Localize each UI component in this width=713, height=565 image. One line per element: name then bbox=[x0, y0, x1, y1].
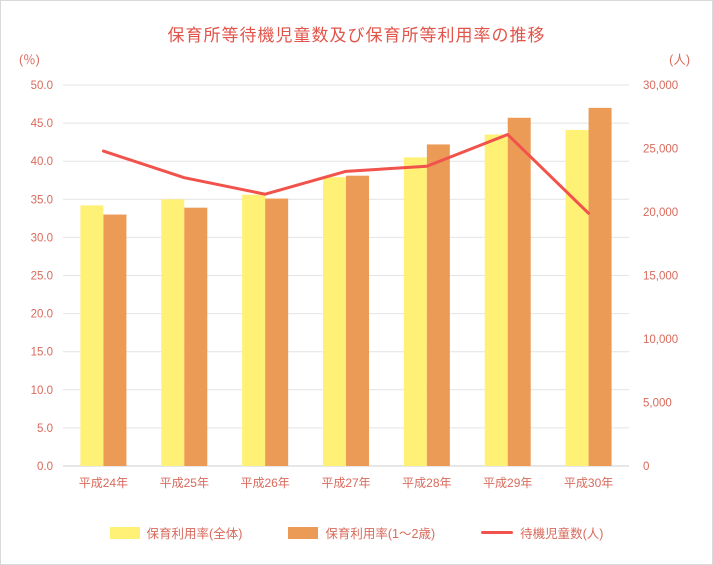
bar bbox=[588, 107, 612, 467]
legend-item-riyoritsu-zentai: 保育利用率(全体) bbox=[109, 523, 243, 542]
legend-label: 保育利用率(全体) bbox=[146, 527, 243, 541]
chart-legend: 保育利用率(全体) 保育利用率(1～2歳) 待機児童数(人) bbox=[1, 523, 712, 542]
svg-text:平成29年: 平成29年 bbox=[483, 476, 532, 490]
svg-text:10,000: 10,000 bbox=[643, 334, 678, 346]
svg-text:30,000: 30,000 bbox=[643, 80, 678, 92]
svg-text:25,000: 25,000 bbox=[643, 144, 678, 156]
svg-text:25.0: 25.0 bbox=[31, 271, 53, 283]
legend-label: 待機児童数(人) bbox=[520, 527, 604, 541]
bar bbox=[184, 207, 208, 466]
right-axis-tick-labels: 0 5,000 10,000 15,000 20,000 25,000 30,000 bbox=[643, 80, 678, 473]
svg-text:10.0: 10.0 bbox=[31, 385, 53, 397]
svg-text:50.0: 50.0 bbox=[31, 80, 53, 92]
category-labels: 平成24年 平成25年 平成26年 平成27年 平成28年 平成29年 平成30年 bbox=[79, 476, 614, 490]
svg-text:15,000: 15,000 bbox=[643, 271, 678, 283]
legend-swatch-red-line bbox=[481, 531, 514, 534]
bar-series-0 bbox=[80, 129, 589, 467]
svg-text:5.0: 5.0 bbox=[37, 423, 53, 435]
legend-label: 保育利用率(1～2歳) bbox=[325, 527, 436, 541]
svg-text:平成28年: 平成28年 bbox=[402, 476, 451, 490]
bar bbox=[323, 177, 346, 466]
bar bbox=[161, 199, 185, 467]
svg-text:40.0: 40.0 bbox=[31, 156, 53, 168]
svg-text:0: 0 bbox=[643, 461, 649, 473]
legend-item-riyoritsu-1-2sai: 保育利用率(1～2歳) bbox=[288, 523, 435, 542]
svg-text:20.0: 20.0 bbox=[31, 309, 53, 321]
svg-text:平成24年: 平成24年 bbox=[79, 476, 128, 490]
bar bbox=[403, 157, 427, 466]
svg-text:15.0: 15.0 bbox=[31, 347, 53, 359]
bar-series-1 bbox=[103, 107, 612, 467]
svg-text:30.0: 30.0 bbox=[31, 232, 53, 244]
left-axis-unit-label: (％) bbox=[19, 53, 40, 67]
bar bbox=[426, 144, 450, 466]
svg-text:0.0: 0.0 bbox=[37, 461, 53, 473]
bar bbox=[265, 198, 289, 466]
svg-text:平成30年: 平成30年 bbox=[564, 476, 613, 490]
svg-text:平成27年: 平成27年 bbox=[321, 476, 370, 490]
left-axis-tick-labels: 0.0 5.0 10.0 15.0 20.0 25.0 30.0 35.0 40.0 45.0 50… bbox=[31, 80, 53, 473]
svg-text:平成25年: 平成25年 bbox=[160, 476, 209, 490]
bar bbox=[80, 205, 104, 466]
bar bbox=[565, 129, 589, 466]
bar bbox=[103, 214, 127, 466]
svg-text:45.0: 45.0 bbox=[31, 118, 53, 130]
svg-text:5,000: 5,000 bbox=[643, 398, 672, 410]
legend-swatch-yellow-bar bbox=[109, 526, 140, 539]
svg-text:平成26年: 平成26年 bbox=[240, 476, 289, 490]
right-axis-unit-label: (人) bbox=[669, 53, 690, 67]
bar bbox=[507, 117, 531, 467]
svg-text:35.0: 35.0 bbox=[31, 194, 53, 206]
bar bbox=[346, 175, 369, 467]
legend-item-taiki-jidosu: 待機児童数(人) bbox=[481, 523, 603, 542]
bar bbox=[484, 134, 508, 466]
svg-text:20,000: 20,000 bbox=[643, 207, 678, 219]
chart-title: 保育所等待機児童数及び保育所等利用率の推移 bbox=[167, 26, 546, 45]
legend-swatch-orange-bar bbox=[288, 526, 319, 539]
waiting-children-line bbox=[101, 133, 591, 215]
bar bbox=[242, 194, 266, 466]
